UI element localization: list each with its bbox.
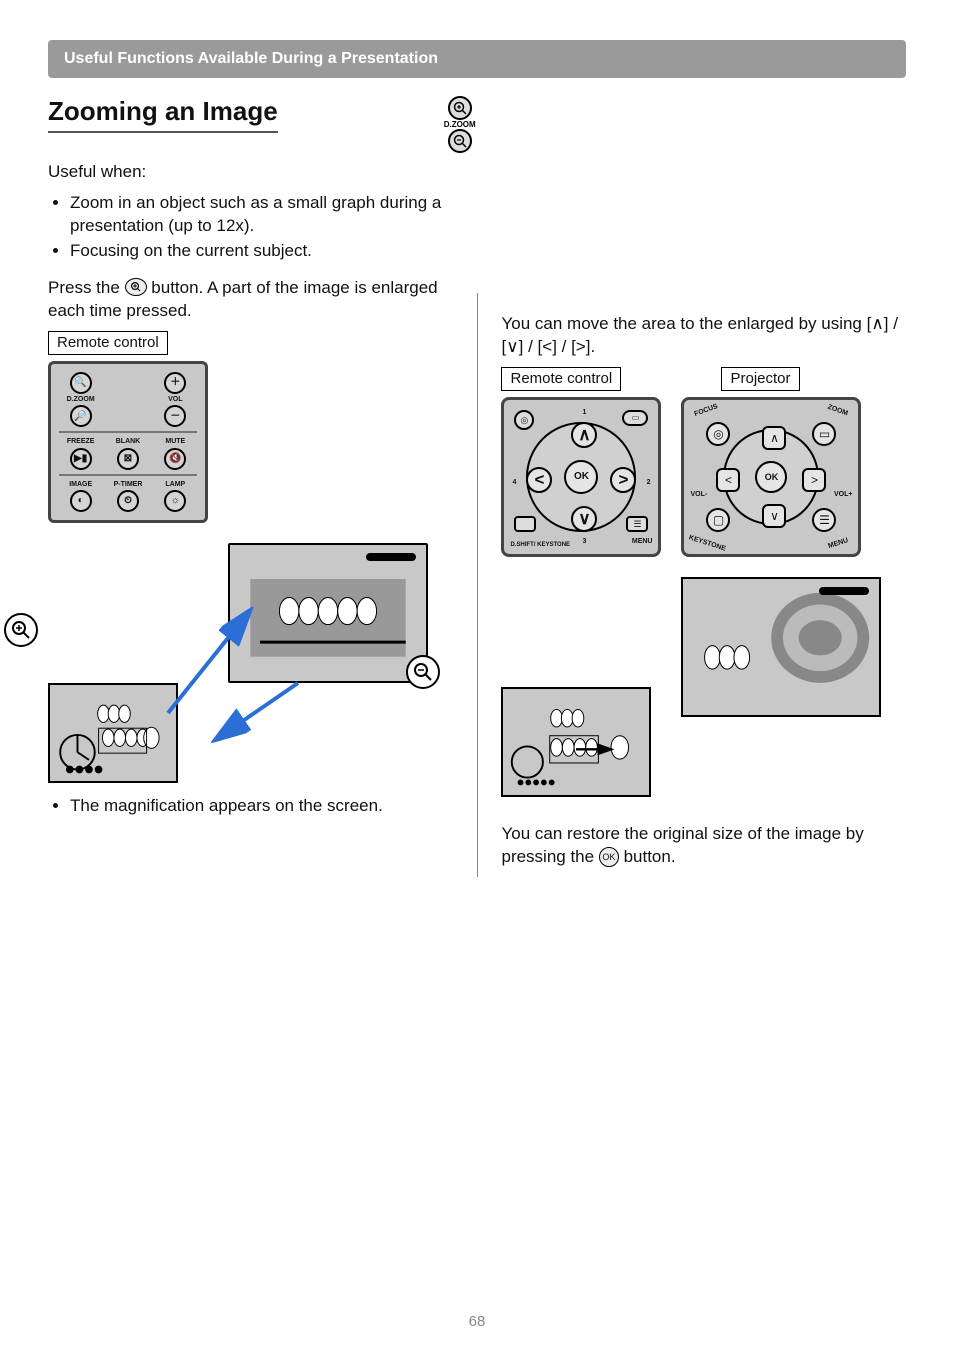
zoom-illustration (48, 543, 428, 783)
projector-label: Projector (721, 367, 799, 391)
dzoom-inline-icon (125, 278, 147, 296)
restore-text: You can restore the original size of the… (501, 823, 906, 869)
button-label: P-TIMER (114, 480, 143, 489)
vol-plus-label: VOL+ (834, 490, 852, 499)
up-button: ∧ (762, 426, 786, 450)
remote-dpad-diagram: OK ∧ ∨ < > 1 2 3 4 ◎ ▭ D.SHIFT/ KEYSTONE… (501, 397, 661, 557)
menu-label: MENU (827, 536, 850, 551)
dzoom-plus-icon (448, 96, 472, 120)
small-screen-illus (48, 683, 178, 783)
dzoom-minus-icon (448, 129, 472, 153)
blank-button: ⊠ (117, 448, 139, 470)
button-label: MUTE (165, 437, 185, 446)
zoom-in-icon (4, 613, 38, 647)
button-label: D.ZOOM (67, 395, 95, 404)
ok-button: OK (564, 460, 598, 494)
keystone-label: KEYSTONE (688, 533, 727, 554)
text: Press the (48, 278, 125, 297)
menu-icon: ☰ (812, 508, 836, 532)
freeze-button: ▶▮ (70, 448, 92, 470)
lamp-button: ☼ (164, 490, 186, 512)
zoom-label: ZOOM (827, 403, 850, 419)
dpad-num: 1 (582, 408, 586, 417)
magnification-note: The magnification appears on the screen. (70, 795, 453, 818)
left-column: Useful when: Zoom in an object such as a… (48, 153, 467, 877)
down-button: ∨ (762, 504, 786, 528)
ptimer-button: ⏲ (117, 490, 139, 512)
breadcrumb: Useful Functions Available During a Pres… (48, 40, 906, 78)
dzoom-icon-group: D.ZOOM (444, 96, 476, 153)
zoom-icon: ▭ (812, 422, 836, 446)
button-label: IMAGE (69, 480, 92, 489)
list-item: Focusing on the current subject. (70, 240, 453, 263)
right-column: You can move the area to the enlarged by… (487, 153, 906, 877)
dzoom-label: D.ZOOM (444, 120, 476, 129)
corner-focus-icon: ◎ (514, 410, 534, 430)
page-title: Zooming an Image (48, 96, 278, 133)
button-label: LAMP (165, 480, 185, 489)
vol-minus-button: － (164, 405, 186, 427)
large-screen-illus (228, 543, 428, 683)
small-screen-illus (501, 687, 651, 797)
remote-control-label: Remote control (48, 331, 168, 355)
text: You can restore the original size of the… (501, 824, 863, 866)
image-button: ◐ (70, 490, 92, 512)
list-item: Zoom in an object such as a small graph … (70, 192, 453, 238)
text: button. (624, 847, 676, 866)
remote-control-label: Remote control (501, 367, 621, 391)
column-divider (477, 293, 478, 877)
button-label: BLANK (116, 437, 141, 446)
large-screen-illus (681, 577, 881, 717)
dpad-num: 2 (647, 478, 651, 487)
mute-button: 🔇 (164, 448, 186, 470)
button-label: VOL (168, 395, 182, 404)
dzoom-plus-button: 🔍 (70, 372, 92, 394)
right-button: > (802, 468, 826, 492)
zoom-out-icon (406, 655, 440, 689)
keystone-label: D.SHIFT/ KEYSTONE (510, 542, 570, 548)
press-instruction: Press the button. A part of the image is… (48, 277, 453, 323)
move-area-illustration (501, 577, 881, 797)
focus-icon: ◎ (706, 422, 730, 446)
vol-minus-label: VOL- (690, 490, 707, 499)
button-label: FREEZE (67, 437, 95, 446)
left-button: < (716, 468, 740, 492)
dpad-num: 3 (582, 537, 586, 546)
useful-when-list: Zoom in an object such as a small graph … (48, 192, 453, 263)
dzoom-minus-button: 🔎 (70, 405, 92, 427)
keystone-icon (514, 516, 536, 532)
menu-label: MENU (632, 537, 653, 546)
dpad-num: 4 (512, 478, 516, 487)
ok-inline-icon: OK (599, 847, 619, 867)
useful-when-label: Useful when: (48, 161, 453, 184)
vol-plus-button: ＋ (164, 372, 186, 394)
focus-label: FOCUS (694, 402, 720, 419)
ok-button: OK (755, 461, 787, 493)
menu-icon: ☰ (626, 516, 648, 532)
page-number: 68 (469, 1313, 486, 1330)
remote-control-diagram: 🔍D.ZOOM🔎 ＋VOL－ FREEZE ▶▮ BLANK ⊠ MUTE 🔇 IMA… (48, 361, 208, 523)
projector-dpad-diagram: OK ∧ ∨ < > ◎ ▭ ▢ ☰ FOCUS ZOOM VOL- VOL+ … (681, 397, 861, 557)
corner-zoom-icon: ▭ (622, 410, 648, 426)
move-area-text: You can move the area to the enlarged by… (501, 313, 906, 359)
keystone-icon: ▢ (706, 508, 730, 532)
